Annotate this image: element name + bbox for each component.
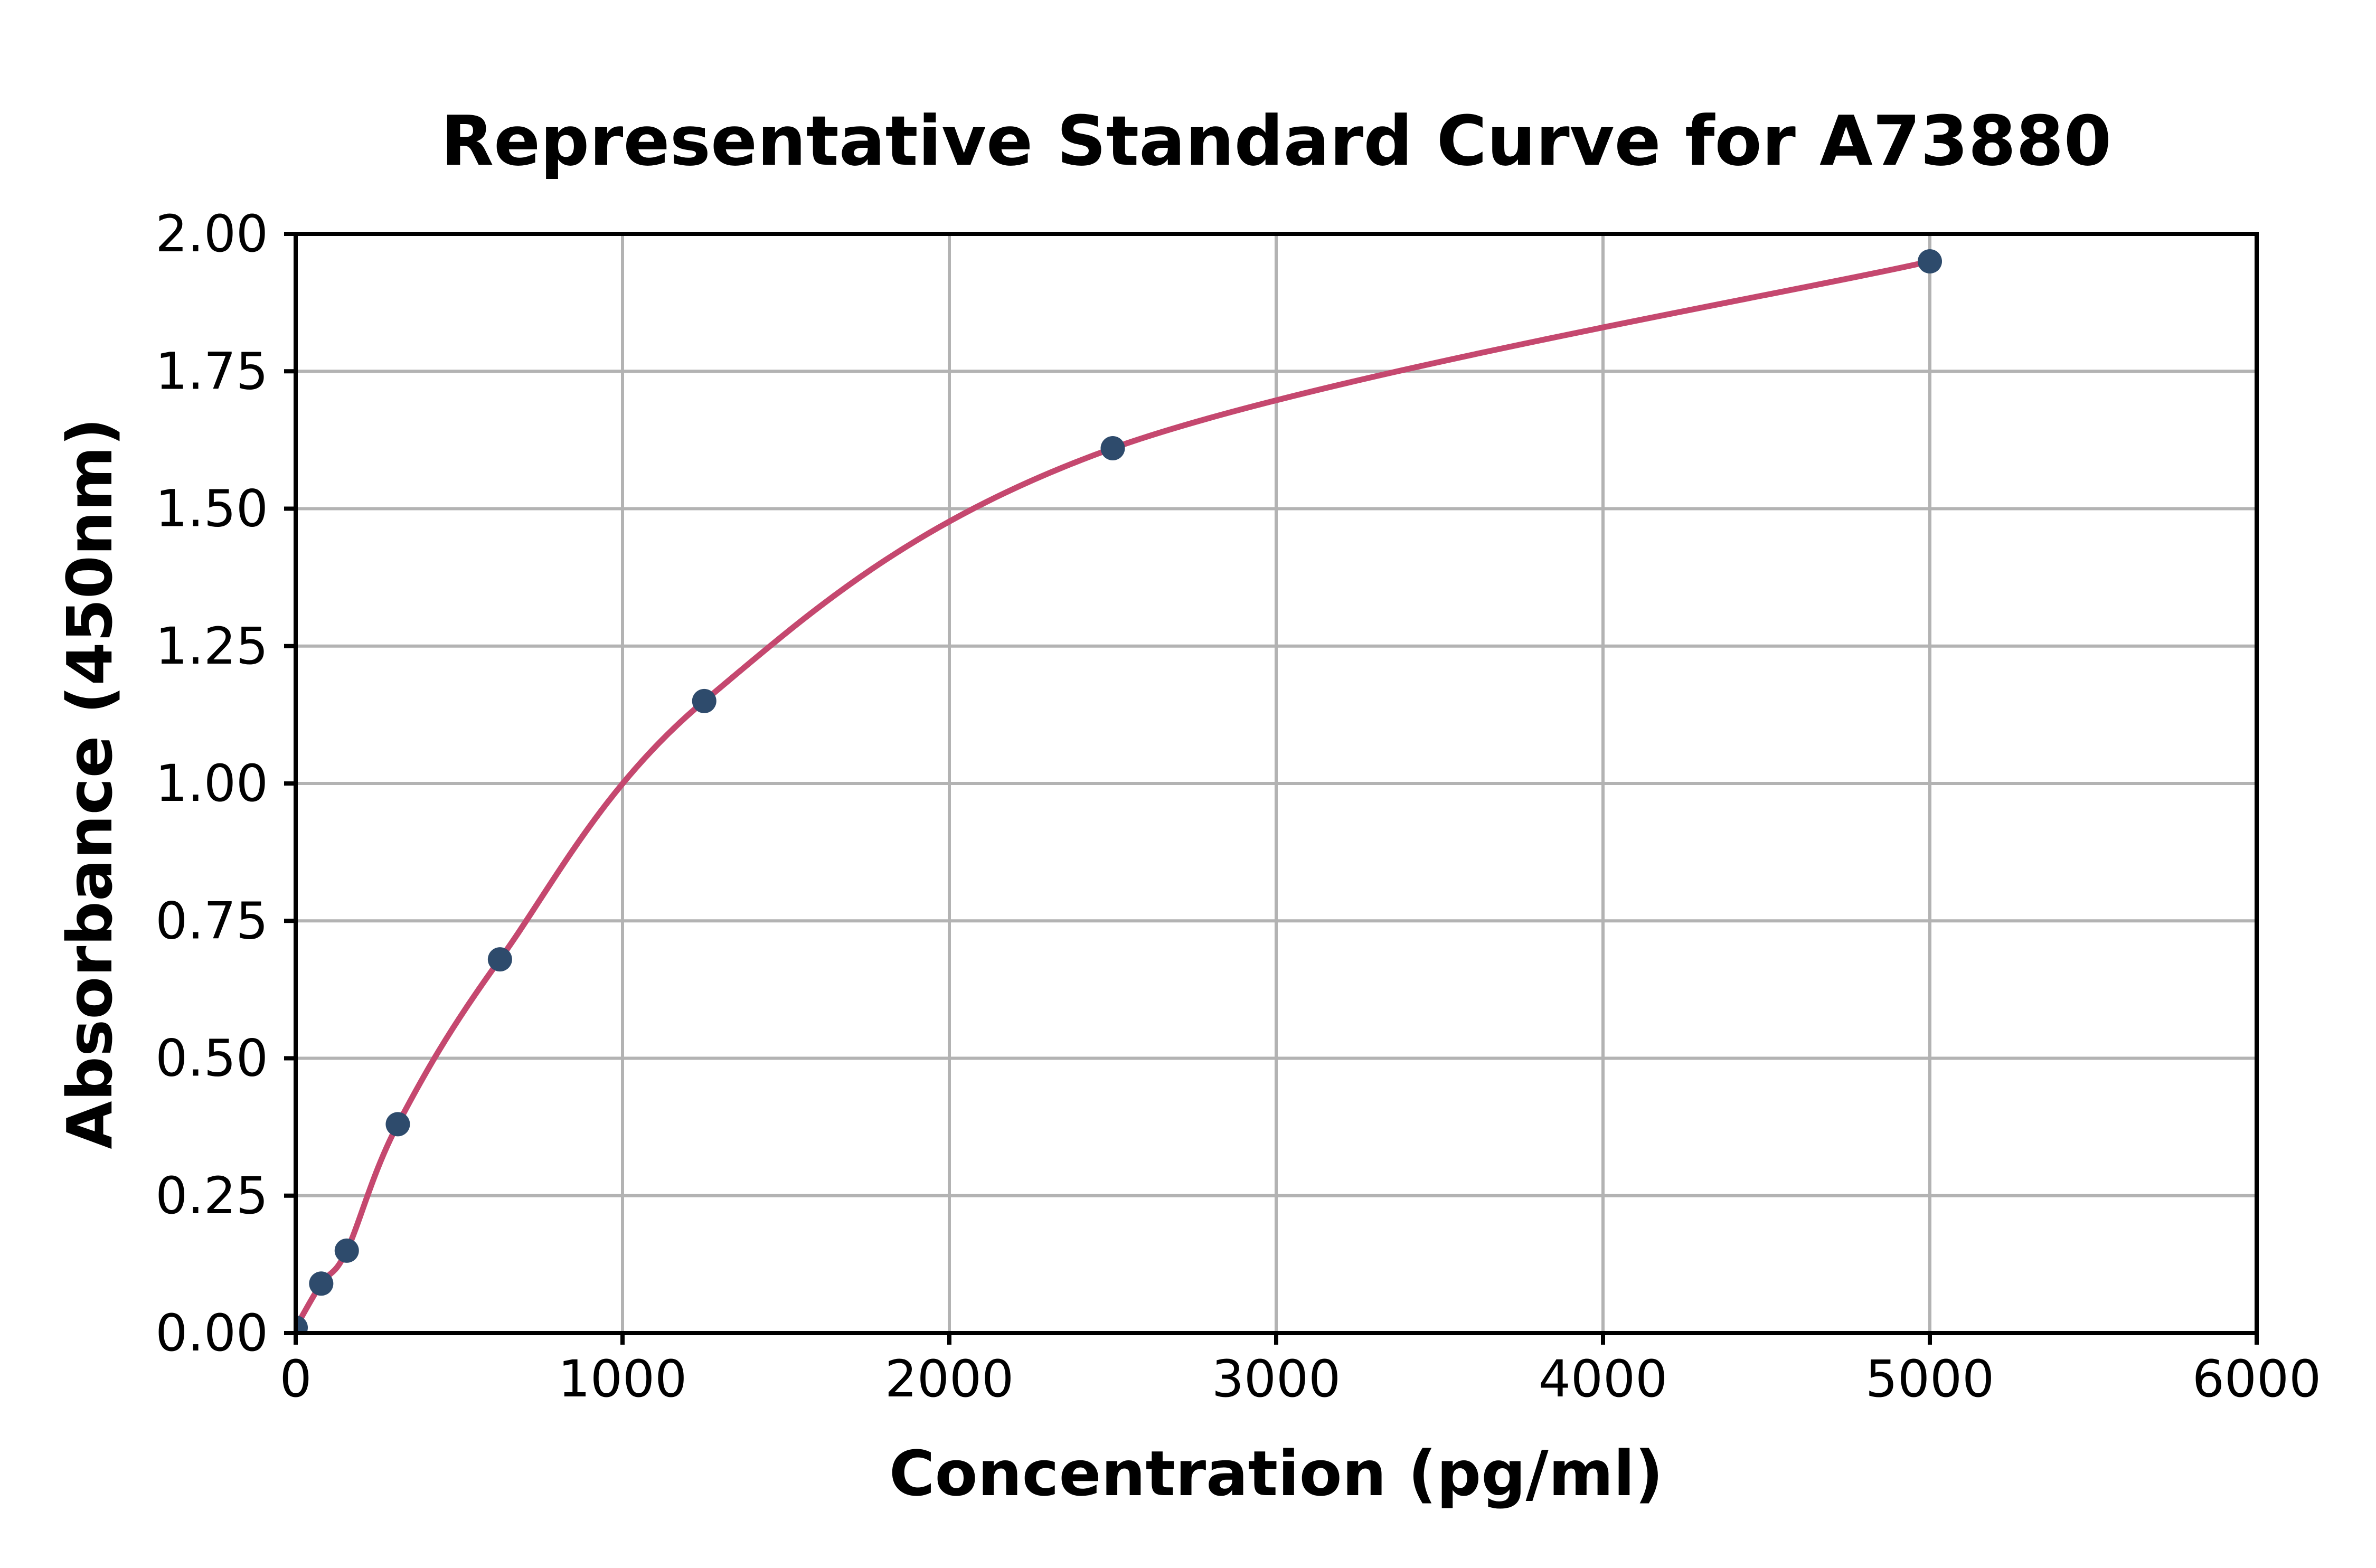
data-point [1918, 249, 1942, 274]
y-tick-label: 2.00 [155, 204, 268, 263]
chart-title: Representative Standard Curve for A73880 [441, 101, 2111, 181]
y-tick-label: 1.25 [155, 617, 268, 676]
x-tick-label: 3000 [1212, 1349, 1341, 1409]
x-axis-title: Concentration (pg/ml) [889, 1437, 1663, 1510]
data-point [309, 1271, 334, 1296]
data-point [385, 1112, 410, 1137]
y-tick-label: 0.00 [155, 1303, 268, 1363]
tick-marks-layer [284, 232, 2259, 1345]
fitted-curve [296, 258, 1933, 1331]
x-tick-label: 4000 [1539, 1349, 1667, 1409]
y-tick-label: 1.75 [155, 342, 268, 401]
data-point [692, 688, 716, 713]
data-point [334, 1238, 359, 1263]
x-tick-label: 6000 [2192, 1349, 2321, 1409]
tick-labels-layer: 0 1000 2000 3000 4000 5000 6000 0.00 0.25 0.50 0.7… [155, 204, 2321, 1409]
data-point [487, 947, 512, 972]
y-tick-label: 1.50 [155, 479, 268, 539]
y-tick-label: 1.00 [155, 754, 268, 813]
gridlines-layer [296, 234, 2257, 1333]
data-point [296, 1315, 308, 1333]
y-axis-title: Absorbance (450nm) [53, 418, 126, 1149]
y-tick-label: 0.50 [155, 1029, 268, 1088]
x-tick-label: 0 [279, 1349, 312, 1409]
x-tick-label: 2000 [885, 1349, 1014, 1409]
x-tick-label: 5000 [1865, 1349, 1994, 1409]
data-point [1100, 436, 1125, 460]
data-layer [296, 249, 1942, 1333]
y-tick-label: 0.25 [155, 1166, 268, 1225]
y-tick-label: 0.75 [155, 891, 268, 950]
x-tick-label: 1000 [558, 1349, 687, 1409]
